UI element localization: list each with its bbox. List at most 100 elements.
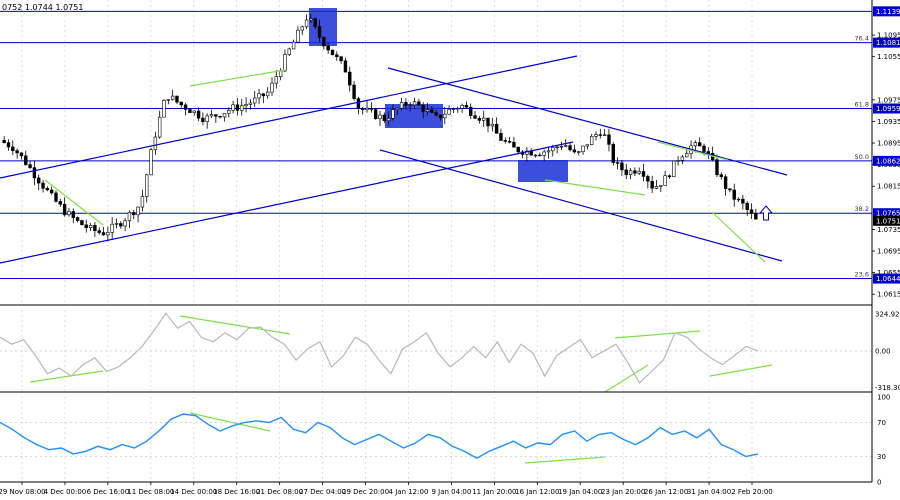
candle-body bbox=[45, 188, 50, 191]
candle-body bbox=[330, 49, 335, 56]
zones-layer bbox=[309, 8, 568, 182]
trend-channel-line bbox=[379, 149, 783, 262]
candle-body bbox=[430, 109, 434, 113]
levels-layer: 76.4 61.8 50.0 38.2 23.6 bbox=[0, 10, 872, 280]
candle-body bbox=[719, 174, 723, 178]
candle-body bbox=[741, 198, 745, 204]
fib-level-label: 61.8 bbox=[855, 101, 869, 109]
candle-body bbox=[119, 223, 123, 227]
candle-body bbox=[546, 150, 551, 153]
candle-body bbox=[555, 146, 559, 149]
candle-body bbox=[589, 136, 594, 145]
candle-body bbox=[611, 144, 615, 163]
candle-body bbox=[54, 192, 58, 202]
y-tick-label: 1.0975 bbox=[877, 96, 900, 104]
candle-body bbox=[391, 109, 395, 119]
candle-body bbox=[227, 109, 231, 114]
candle-body bbox=[572, 149, 577, 153]
candle-body bbox=[473, 115, 477, 119]
candle-body bbox=[19, 152, 24, 157]
candle-body bbox=[378, 114, 382, 120]
x-tick-label: 18 Dec 16:00 bbox=[213, 488, 260, 496]
x-tick-label: 4 Jan 12:00 bbox=[389, 488, 429, 496]
level-price-label: 1.1081 bbox=[876, 39, 900, 47]
candle-body bbox=[551, 147, 555, 152]
candle-body bbox=[127, 212, 132, 222]
candle-body bbox=[633, 170, 637, 174]
candle-body bbox=[114, 223, 119, 225]
candle-body bbox=[214, 114, 218, 117]
fib-level-label: 38.2 bbox=[855, 205, 869, 213]
candle-body bbox=[542, 151, 546, 156]
candle-body bbox=[300, 26, 304, 31]
x-tick-label: 31 Jan 04:00 bbox=[687, 488, 731, 496]
x-tick-label: 23 Jan 20:00 bbox=[601, 488, 645, 496]
candle-body bbox=[395, 107, 399, 110]
icons-layer[interactable] bbox=[758, 205, 774, 221]
cci-tick-label: -318.308 bbox=[875, 384, 900, 392]
trend-channel-line bbox=[0, 55, 578, 179]
candle-body bbox=[676, 160, 680, 162]
x-tick-label: 11 Dec 08:00 bbox=[127, 488, 174, 496]
divergence-line bbox=[189, 69, 286, 87]
candle-body bbox=[598, 134, 603, 136]
current-price-label: 1.0751 bbox=[876, 217, 900, 225]
x-tick-label: 19 Jan 04:00 bbox=[558, 488, 602, 496]
candle-body bbox=[322, 37, 326, 47]
divergence-layer bbox=[29, 69, 773, 464]
candle-body bbox=[728, 188, 732, 191]
candle-body bbox=[170, 95, 175, 100]
candle-body bbox=[373, 109, 378, 120]
candle-body bbox=[399, 102, 404, 109]
level-price-label: 1.0765 bbox=[876, 210, 900, 218]
candle-body bbox=[157, 116, 162, 138]
candle-body bbox=[715, 159, 719, 176]
highlight-zone bbox=[385, 104, 443, 128]
candle-body bbox=[145, 174, 149, 197]
candle-body bbox=[447, 109, 451, 115]
candle-body bbox=[41, 182, 45, 189]
candle-body bbox=[533, 154, 538, 157]
candle-body bbox=[162, 99, 166, 118]
candle-body bbox=[49, 189, 54, 194]
candle-body bbox=[248, 102, 253, 105]
candle-body bbox=[425, 109, 430, 112]
candle-body bbox=[15, 150, 19, 154]
divergence-line bbox=[657, 141, 729, 161]
candle-body bbox=[270, 82, 274, 93]
candle-body bbox=[343, 60, 348, 73]
candle-body bbox=[6, 142, 11, 148]
candle-body bbox=[313, 18, 317, 27]
candle-body bbox=[149, 149, 153, 176]
y-tick-label: 1.0815 bbox=[877, 183, 900, 191]
candle-body bbox=[594, 134, 598, 137]
candle-body bbox=[460, 104, 464, 109]
candle-body bbox=[192, 110, 196, 113]
cci-layer: 324.9243 0.00 -318.308 bbox=[0, 310, 900, 392]
cci-tick-label: 324.9243 bbox=[875, 310, 900, 318]
candle-body bbox=[304, 19, 309, 28]
candle-body bbox=[408, 104, 412, 107]
candle-body bbox=[732, 189, 736, 200]
candle-body bbox=[585, 144, 590, 147]
candle-body bbox=[525, 150, 529, 155]
candle-body bbox=[672, 160, 676, 178]
candle-body bbox=[205, 115, 209, 123]
candle-body bbox=[486, 117, 490, 127]
candle-body bbox=[11, 146, 15, 151]
candle-body bbox=[663, 175, 667, 186]
level-price-tag bbox=[873, 208, 900, 219]
candle-body bbox=[637, 171, 641, 174]
x-tick-label: 2 Feb 20:00 bbox=[731, 488, 772, 496]
candle-body bbox=[503, 140, 507, 142]
level-price-tag bbox=[873, 37, 900, 48]
candle-body bbox=[58, 201, 63, 205]
up-arrow-icon[interactable] bbox=[758, 205, 774, 221]
candle-body bbox=[412, 101, 417, 106]
candle-body bbox=[464, 104, 469, 108]
candle-body bbox=[153, 136, 158, 150]
candle-body bbox=[456, 108, 460, 110]
rsi-divergence-line bbox=[189, 412, 271, 432]
candle-body bbox=[235, 104, 240, 111]
candle-body bbox=[231, 104, 235, 111]
